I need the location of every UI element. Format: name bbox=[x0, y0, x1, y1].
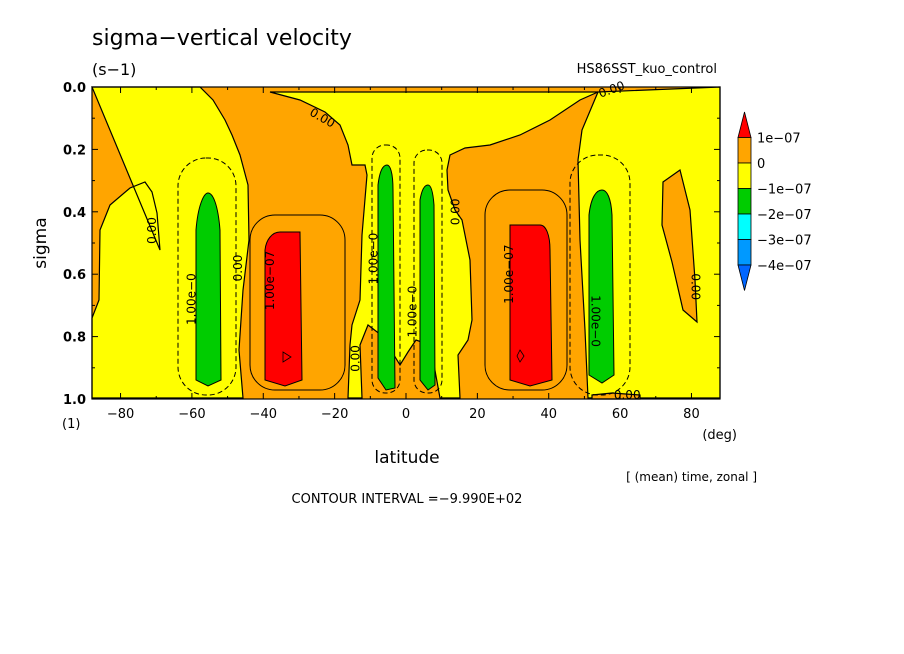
x-tick-label: 60 bbox=[612, 407, 629, 422]
contour-label: 1.00e−0 bbox=[184, 273, 198, 325]
x-tick-label: 20 bbox=[469, 407, 486, 422]
run-name: HS86SST_kuo_control bbox=[577, 62, 717, 77]
x-tick-label: −60 bbox=[178, 407, 205, 422]
contour-region-strong-negative bbox=[588, 189, 615, 384]
contour-label: 1.00e−07 bbox=[502, 244, 516, 303]
contour-label: 0.00 bbox=[688, 273, 702, 300]
contour-line bbox=[516, 349, 525, 363]
contour-line-dashed bbox=[371, 144, 401, 394]
contour-label: 0.00 bbox=[449, 198, 463, 225]
contour-region-positive bbox=[661, 169, 698, 324]
y-axis-label: sigma bbox=[31, 217, 51, 268]
contour-label: 0.00 bbox=[614, 388, 641, 402]
y-tick-label: 1.0 bbox=[63, 393, 86, 408]
colorbar-swatch bbox=[737, 264, 752, 291]
colorbar-swatch bbox=[737, 137, 752, 164]
contour-interval: CONTOUR INTERVAL =−9.990E+02 bbox=[292, 492, 523, 507]
colorbar-swatch bbox=[737, 162, 752, 189]
contour-label: 1.00e−0 bbox=[406, 286, 420, 338]
colorbar-label: −2e−07 bbox=[757, 208, 812, 223]
x-tick-label: 0 bbox=[402, 407, 410, 422]
chart-title: sigma−vertical velocity bbox=[92, 26, 352, 51]
y-tick-label: 0.2 bbox=[63, 143, 86, 158]
y-axis: 0.0 0.2 0.4 0.6 0.8 1.0 bbox=[63, 81, 720, 408]
y-tick-label: 0.0 bbox=[63, 81, 86, 96]
colorbar-label: 1e−07 bbox=[757, 132, 801, 147]
y-tick-label: 0.8 bbox=[63, 331, 86, 346]
contour-line-dashed bbox=[569, 154, 631, 396]
colorbar-label: −1e−07 bbox=[757, 183, 812, 198]
colorbar-swatch bbox=[737, 213, 752, 240]
contour-region-negative bbox=[91, 86, 250, 399]
colorbar-swatch bbox=[737, 239, 752, 266]
contour-region-strong-negative bbox=[419, 184, 436, 391]
x-tick-label: 80 bbox=[683, 407, 700, 422]
x-tick-label: 40 bbox=[540, 407, 557, 422]
contour-region-strong-positive bbox=[509, 224, 553, 387]
contour-label: 0.00 bbox=[231, 255, 245, 282]
averaging-note: [ (mean) time, zonal ] bbox=[626, 470, 757, 484]
colorbar-label: −4e−07 bbox=[757, 259, 812, 274]
contour-label: 1.00e−0 bbox=[366, 233, 380, 285]
colorbar-label: −3e−07 bbox=[757, 234, 812, 249]
contour-region-strong-negative bbox=[195, 192, 222, 387]
x-axis-unit: (deg) bbox=[702, 428, 737, 443]
colorbar-swatch bbox=[737, 188, 752, 215]
contour-label: 1.00e−07 bbox=[263, 251, 277, 310]
colorbar-label: 0 bbox=[757, 157, 765, 172]
x-tick-label: −40 bbox=[250, 407, 277, 422]
contour-label: 0.00 bbox=[349, 345, 363, 372]
plot-area bbox=[91, 86, 721, 400]
y-tick-label: 0.6 bbox=[63, 268, 86, 283]
colorbar-swatch bbox=[737, 111, 752, 138]
contour-label: 0.00 bbox=[145, 217, 159, 244]
y-tick-label: 0.4 bbox=[63, 206, 86, 221]
colorbar: 1e−07 0 −1e−07 −2e−07 −3e−07 −4e−07 bbox=[737, 111, 812, 291]
contour-line bbox=[282, 351, 292, 363]
x-axis: −80 −60 −40 −20 0 20 40 60 80 bbox=[107, 87, 700, 422]
contour-region-strong-positive bbox=[264, 231, 303, 387]
contour-line-dashed bbox=[177, 157, 237, 396]
contour-label: 1.00e−0 bbox=[589, 295, 603, 347]
contour-line bbox=[484, 189, 568, 391]
x-tick-label: −80 bbox=[107, 407, 134, 422]
contour-line-dashed bbox=[413, 149, 443, 394]
contour-line bbox=[249, 214, 346, 391]
x-axis-label: latitude bbox=[374, 448, 439, 468]
x-tick-label: −20 bbox=[321, 407, 348, 422]
contour-region-strong-negative bbox=[377, 164, 396, 391]
chart-units: (s−1) bbox=[92, 60, 136, 79]
y-axis-unit: (1) bbox=[62, 417, 80, 432]
